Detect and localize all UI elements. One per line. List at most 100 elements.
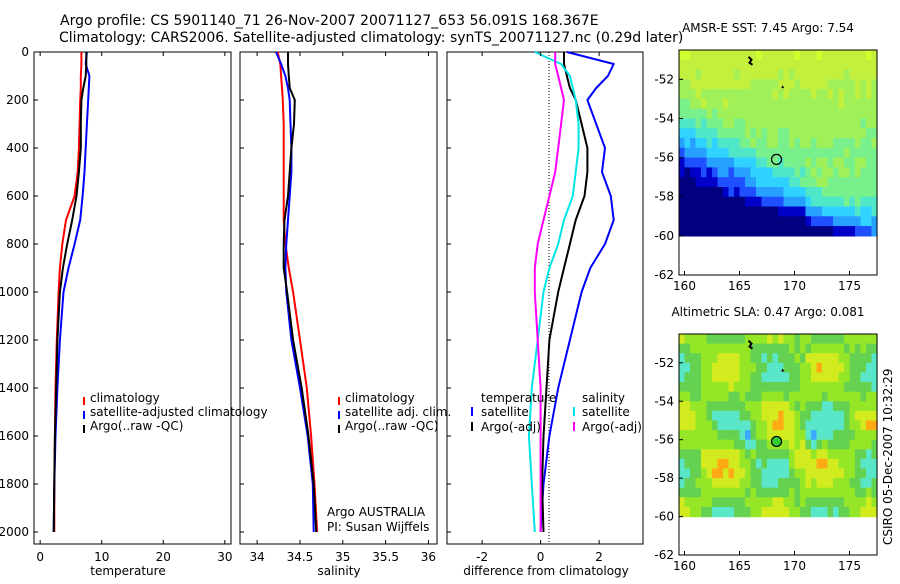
map-sla-cell — [706, 382, 713, 393]
map-sst-cell — [827, 187, 834, 198]
map-sla-cell — [739, 487, 746, 498]
map-sla-cell — [860, 353, 867, 364]
map-sst-cell — [860, 69, 867, 80]
map-sla-cell — [772, 334, 779, 345]
map-sla-cell — [805, 449, 812, 460]
map-sst-cell — [701, 118, 708, 129]
map-sla-cell — [772, 468, 779, 479]
map-sst-cell — [811, 187, 818, 198]
map-sst-cell — [827, 196, 834, 208]
map-sla-cell — [712, 439, 719, 450]
map-sst-cell — [745, 69, 752, 80]
map-sla-cell — [844, 458, 851, 470]
map-sst-cell — [827, 216, 834, 227]
map-sst-cell — [816, 98, 823, 110]
map-sla-xtick-label: 165 — [728, 559, 751, 573]
map-sst-cell — [723, 79, 730, 90]
map-sst-cell — [805, 147, 812, 159]
map-sla-cell — [800, 410, 807, 422]
map-sst-cell — [811, 167, 818, 178]
legend-label-climatology: climatology — [345, 391, 415, 405]
map-sst-cell — [728, 206, 735, 217]
map-sst-cell — [833, 187, 840, 198]
legend-label-temp-argo: Argo(-adj) — [481, 420, 541, 434]
map-sst-cell — [761, 118, 768, 129]
map-sla-cell — [811, 391, 818, 402]
map-sst-cell — [860, 118, 867, 129]
map-sla-cell — [684, 343, 691, 354]
map-sst-cell — [866, 118, 873, 129]
map-sla-cell — [827, 372, 834, 383]
map-sla-cell — [772, 497, 779, 508]
map-sla-cell — [805, 362, 812, 373]
map-sla-cell — [800, 334, 807, 345]
map-sla-cell — [805, 439, 812, 450]
map-sla-cell — [761, 449, 768, 460]
map-sla-cell — [844, 353, 851, 364]
map-sst-cell — [855, 196, 862, 208]
map-sst-cell — [783, 206, 790, 217]
map-sla-cell — [750, 362, 757, 373]
map-sst-cell — [816, 69, 823, 80]
map-sst-cell — [794, 177, 801, 188]
map-sst-xtick-label: 165 — [728, 279, 751, 293]
map-sla-cell — [756, 507, 763, 518]
salinity-xtick-label: 35.5 — [372, 550, 399, 564]
map-sla-cell — [838, 334, 845, 345]
map-sst-cell — [789, 196, 796, 208]
map-sst-cell — [723, 98, 730, 110]
map-sst-cell — [833, 118, 840, 129]
map-sst-cell — [679, 69, 686, 80]
legend-label-satellite-adjusted: satellite-adjusted climatology — [90, 405, 268, 419]
map-sla-cell — [745, 343, 752, 354]
map-sst-cell — [679, 79, 686, 90]
map-sst-cell — [728, 98, 735, 110]
map-sst-cell — [750, 196, 757, 208]
map-sla-cell — [734, 449, 741, 460]
map-sst-cell — [750, 138, 757, 149]
map-sla-cell — [783, 334, 790, 345]
map-sst-cell — [750, 128, 757, 139]
map-sst-cell — [844, 167, 851, 178]
map-sla-cell — [690, 458, 697, 470]
map-sla-cell — [860, 507, 867, 518]
map-sla-cell — [827, 449, 834, 460]
map-sst-cell — [745, 157, 752, 168]
map-sla-cell — [767, 334, 774, 345]
map-sla-cell — [855, 430, 862, 441]
map-sst-cell — [855, 118, 862, 129]
map-sla-cell — [811, 334, 818, 345]
map-sst-cell — [827, 226, 834, 237]
map-sla-cell — [750, 401, 757, 412]
map-sla-cell — [745, 478, 752, 489]
map-sst-cell — [695, 206, 702, 217]
map-sla-cell — [695, 468, 702, 479]
map-sla-cell — [679, 478, 686, 489]
map-sst-cell — [811, 206, 818, 217]
map-sla-cell — [706, 353, 713, 364]
map-sst-cell — [805, 89, 812, 100]
map-sla-ytick-label: -54 — [654, 394, 674, 408]
map-sst-cell — [761, 59, 768, 71]
map-sla-cell — [745, 401, 752, 412]
difference-axes-frame — [446, 51, 644, 545]
map-sla-ytick-label: -52 — [654, 356, 674, 370]
temperature-ytick-label: 400 — [6, 141, 29, 155]
temperature-ytick-label: 0 — [21, 45, 29, 59]
map-sst-cell — [833, 108, 840, 120]
map-sst-cell — [739, 216, 746, 227]
map-sla-cell — [866, 391, 873, 402]
map-sla-cell — [816, 372, 823, 383]
map-sla-cell — [783, 362, 790, 373]
map-sla-track-mark — [781, 368, 785, 372]
map-sst-cell — [816, 79, 823, 90]
map-sla-cell — [811, 430, 818, 441]
map-sla-cell — [767, 487, 774, 498]
map-sst-cell — [783, 108, 790, 120]
map-sla-cell — [712, 362, 719, 373]
map-sst-cell — [833, 89, 840, 100]
map-sla-cell — [805, 382, 812, 393]
map-sla-cell — [871, 334, 878, 345]
map-sst-cell — [761, 128, 768, 139]
map-sst-cell — [866, 59, 873, 71]
